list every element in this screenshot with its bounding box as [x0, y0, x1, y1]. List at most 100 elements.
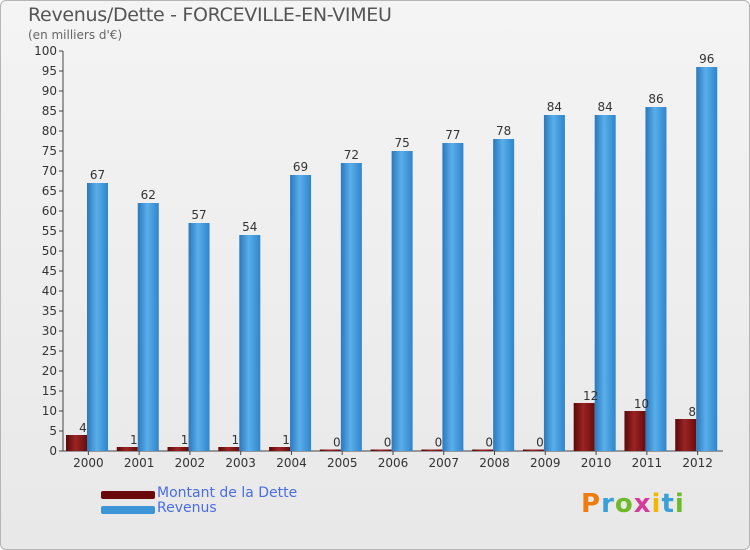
revenus-bar-2000 — [87, 183, 108, 451]
dette-value-label-2005: 0 — [333, 436, 341, 450]
dette-value-label-2006: 0 — [384, 436, 392, 450]
y-tick-label-50: 50 — [42, 244, 57, 258]
x-tick-label-2001: 2001 — [124, 456, 155, 470]
dette-bar-2004 — [269, 447, 291, 451]
dette-bar-2005 — [319, 449, 341, 451]
y-tick-label-40: 40 — [42, 284, 57, 298]
dette-value-label-2010: 12 — [583, 389, 598, 403]
x-tick-label-2010: 2010 — [581, 456, 612, 470]
revenus-value-label-2009: 84 — [547, 100, 562, 114]
dette-value-label-2003: 1 — [231, 433, 239, 447]
revenus-value-label-2006: 75 — [394, 136, 409, 150]
x-tick-label-2005: 2005 — [327, 456, 358, 470]
logo-letter: i — [651, 489, 662, 519]
dette-value-label-2012: 8 — [688, 405, 696, 419]
logo-letter: x — [633, 489, 652, 519]
chart-title: Revenus/Dette - FORCEVILLE-EN-VIMEU — [28, 4, 392, 26]
y-tick-label-55: 55 — [42, 224, 57, 238]
x-tick-label-2002: 2002 — [175, 456, 206, 470]
revenus-bar-2004 — [290, 175, 312, 451]
dette-bar-2000 — [66, 435, 87, 451]
dette-value-label-2001: 1 — [130, 433, 138, 447]
dette-bar-2012 — [675, 419, 697, 451]
revenus-bar-2006 — [391, 151, 413, 451]
x-tick-label-2003: 2003 — [225, 456, 256, 470]
revenus-value-label-2007: 77 — [445, 128, 460, 142]
x-tick-label-2009: 2009 — [530, 456, 561, 470]
legend-label-dette: Montant de la Dette — [157, 485, 298, 501]
y-tick-label-15: 15 — [42, 384, 57, 398]
revenus-bar-2001 — [137, 203, 159, 451]
x-tick-label-2012: 2012 — [682, 456, 713, 470]
legend-swatch-dette — [101, 491, 155, 499]
x-tick-label-2008: 2008 — [479, 456, 510, 470]
revenus-value-label-2003: 54 — [242, 220, 257, 234]
proxiti-logo: Proxiti — [581, 489, 685, 519]
revenus-value-label-2012: 96 — [699, 52, 714, 66]
dette-bar-2002 — [167, 447, 189, 451]
y-tick-label-100: 100 — [34, 44, 57, 58]
y-tick-label-90: 90 — [42, 84, 57, 98]
revenus-value-label-2004: 69 — [293, 160, 308, 174]
y-tick-label-5: 5 — [49, 424, 57, 438]
y-tick-label-45: 45 — [42, 264, 57, 278]
revenus-bar-2009 — [543, 115, 565, 451]
y-tick-label-60: 60 — [42, 204, 57, 218]
revenus-bar-2002 — [188, 223, 210, 451]
dette-bar-2009 — [522, 449, 544, 451]
revenus-value-label-2001: 62 — [141, 188, 156, 202]
legend-label-revenus: Revenus — [157, 500, 217, 516]
dette-bar-2011 — [624, 411, 646, 451]
logo-letter: i — [674, 489, 685, 519]
dette-bar-2010 — [573, 403, 595, 451]
dette-bar-2006 — [370, 449, 392, 451]
revenus-bar-2005 — [340, 163, 362, 451]
dette-value-label-2002: 1 — [181, 433, 189, 447]
revenus-bar-2012 — [696, 67, 718, 451]
y-tick-label-75: 75 — [42, 144, 57, 158]
x-tick-label-2011: 2011 — [632, 456, 663, 470]
x-tick-label-2004: 2004 — [276, 456, 307, 470]
dette-bar-2001 — [116, 447, 138, 451]
y-tick-label-35: 35 — [42, 304, 57, 318]
revenus-bar-2011 — [645, 107, 667, 451]
y-tick-label-25: 25 — [42, 344, 57, 358]
logo-letter: r — [601, 489, 615, 519]
y-tick-label-30: 30 — [42, 324, 57, 338]
y-tick-label-20: 20 — [42, 364, 57, 378]
y-tick-label-95: 95 — [42, 64, 57, 78]
y-tick-label-70: 70 — [42, 164, 57, 178]
dette-value-label-2004: 1 — [282, 433, 290, 447]
y-tick-label-80: 80 — [42, 124, 57, 138]
logo-letter: o — [614, 489, 634, 519]
legend-swatch-revenus — [101, 506, 155, 514]
dette-value-label-2000: 4 — [79, 421, 87, 435]
revenus-value-label-2005: 72 — [344, 148, 359, 162]
revenus-value-label-2010: 84 — [598, 100, 613, 114]
dette-bar-2007 — [421, 449, 443, 451]
dette-value-label-2009: 0 — [536, 436, 544, 450]
dette-value-label-2011: 10 — [634, 397, 649, 411]
chart-subtitle: (en milliers d'€) — [28, 28, 123, 42]
dette-bar-2003 — [218, 447, 240, 451]
revenus-value-label-2000: 67 — [90, 168, 105, 182]
x-tick-label-2006: 2006 — [378, 456, 409, 470]
revenus-bar-2010 — [594, 115, 616, 451]
revenus-bar-2008 — [493, 139, 515, 451]
logo-letter: P — [581, 489, 602, 519]
logo-letter: t — [661, 489, 675, 519]
x-tick-label-2000: 2000 — [73, 456, 104, 470]
y-tick-label-65: 65 — [42, 184, 57, 198]
dette-bar-2008 — [472, 449, 494, 451]
y-tick-label-0: 0 — [49, 444, 57, 458]
revenus-value-label-2002: 57 — [191, 208, 206, 222]
dette-value-label-2007: 0 — [435, 436, 443, 450]
y-tick-label-10: 10 — [42, 404, 57, 418]
x-tick-label-2007: 2007 — [428, 456, 459, 470]
revenus-value-label-2008: 78 — [496, 124, 511, 138]
revenus-bar-2007 — [442, 143, 464, 451]
y-tick-label-85: 85 — [42, 104, 57, 118]
revenus-bar-2003 — [239, 235, 261, 451]
